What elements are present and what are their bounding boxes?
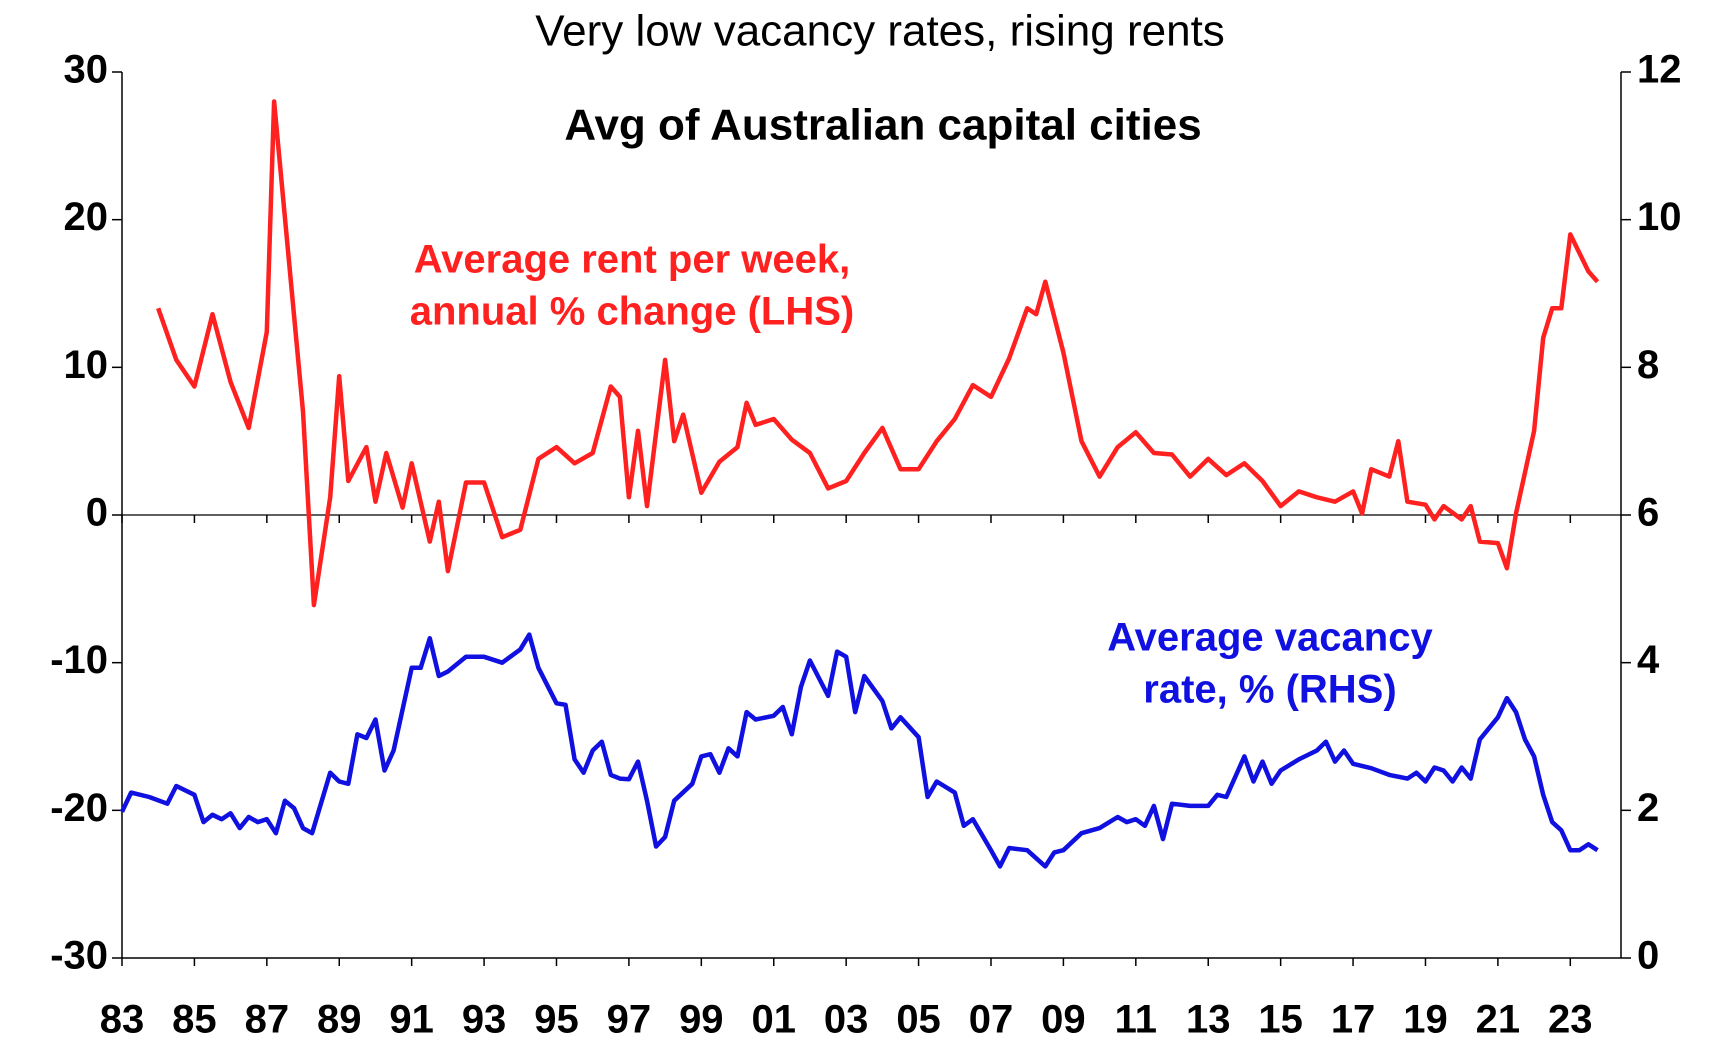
x-tick-label: 03 xyxy=(824,998,869,1042)
x-tick-label: 13 xyxy=(1186,998,1231,1042)
y2-tick-label: 8 xyxy=(1637,343,1659,387)
x-tick-label: 83 xyxy=(100,998,145,1042)
x-tick-label: 99 xyxy=(679,998,724,1042)
series-label: rate, % (RHS) xyxy=(1143,668,1396,712)
x-tick-label: 21 xyxy=(1476,998,1521,1042)
x-tick-label: 07 xyxy=(969,998,1014,1042)
y-tick-label: 30 xyxy=(64,48,109,92)
series-line xyxy=(119,632,1599,869)
series-label: Average rent per week, xyxy=(414,238,851,282)
x-tick-label: 87 xyxy=(245,998,290,1042)
series-line xyxy=(156,99,1600,608)
y2-tick-label: 4 xyxy=(1637,638,1660,682)
x-tick-label: 89 xyxy=(317,998,362,1042)
x-tick-label: 01 xyxy=(751,998,796,1042)
y2-tick-label: 0 xyxy=(1637,934,1659,978)
y-tick-label: 10 xyxy=(64,343,109,387)
x-tick-label: 05 xyxy=(896,998,941,1042)
series-label: Average vacancy xyxy=(1107,616,1433,660)
x-tick-label: 17 xyxy=(1331,998,1376,1042)
x-tick-label: 93 xyxy=(462,998,507,1042)
y-tick-label: 20 xyxy=(64,195,109,239)
x-tick-label: 09 xyxy=(1041,998,1086,1042)
y2-tick-label: 6 xyxy=(1637,491,1659,535)
x-tick-label: 19 xyxy=(1403,998,1448,1042)
chart-title: Very low vacancy rates, rising rents xyxy=(535,7,1225,56)
x-tick-label: 85 xyxy=(172,998,217,1042)
y2-tick-label: 10 xyxy=(1637,195,1682,239)
y-tick-label: -30 xyxy=(50,934,108,978)
y2-tick-label: 2 xyxy=(1637,786,1659,830)
x-tick-label: 15 xyxy=(1258,998,1303,1042)
x-tick-label: 97 xyxy=(607,998,652,1042)
x-tick-label: 91 xyxy=(389,998,434,1042)
chart-subtitle: Avg of Australian capital cities xyxy=(564,101,1201,150)
y-tick-label: 0 xyxy=(86,491,108,535)
series-label: annual % change (LHS) xyxy=(410,290,855,334)
y2-tick-label: 12 xyxy=(1637,48,1682,92)
x-tick-label: 23 xyxy=(1548,998,1593,1042)
y-tick-label: -10 xyxy=(50,638,108,682)
y-tick-label: -20 xyxy=(50,786,108,830)
x-tick-label: 11 xyxy=(1115,998,1157,1042)
x-tick-label: 95 xyxy=(534,998,579,1042)
